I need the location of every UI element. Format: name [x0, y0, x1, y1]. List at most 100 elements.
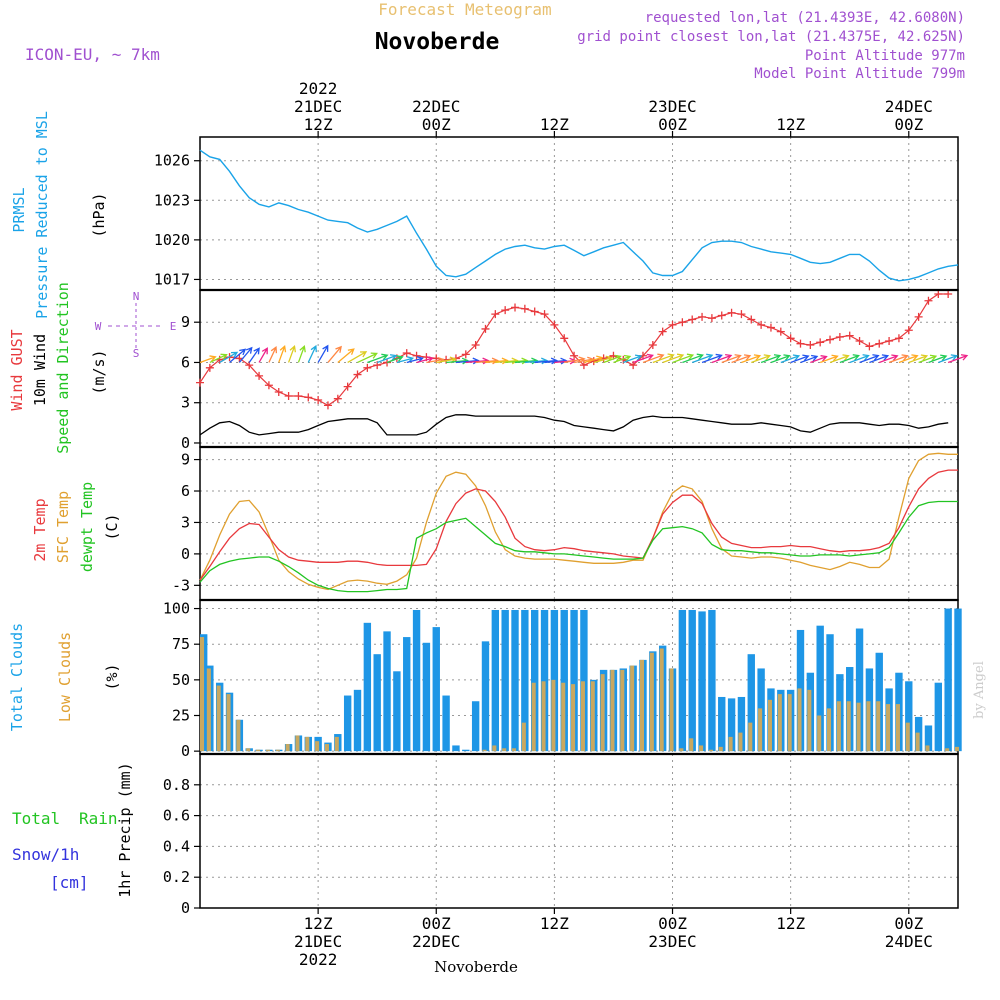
gust-point [885, 336, 894, 345]
gust-point [540, 310, 549, 319]
gust-point [934, 290, 943, 299]
gust-point [894, 334, 903, 343]
low-cloud-bar [295, 735, 300, 752]
low-cloud-bar [590, 681, 595, 752]
wind-arrow [297, 345, 306, 363]
low-cloud-bar [610, 669, 615, 752]
low-cloud-bar [482, 749, 487, 752]
wind-arrow [682, 353, 704, 364]
wind-arrow [376, 354, 398, 364]
gust-point [412, 351, 421, 360]
model-label: ICON-EU, ~ 7km [25, 45, 160, 64]
gust-point [806, 341, 815, 350]
p1-label-unit: (hPa) [90, 192, 108, 237]
total-cloud-bar [727, 698, 736, 752]
gust-point [727, 308, 736, 317]
gust-point [737, 310, 746, 319]
time-tick-label: 24DEC [885, 932, 933, 951]
time-tick-label: 00Z [658, 914, 687, 933]
wind-arrow [908, 354, 929, 364]
low-cloud-bar [876, 701, 881, 752]
wind-arrow [248, 347, 260, 363]
time-tick-label: 24DEC [885, 97, 933, 116]
y-tick-label: 0.2 [163, 868, 190, 886]
low-cloud-bar [216, 685, 221, 752]
total-cloud-bar [521, 609, 529, 752]
total-cloud-bar [432, 627, 440, 752]
watermark: by Angel [972, 661, 987, 719]
gust-point [570, 351, 579, 360]
gust-point [333, 394, 342, 403]
wind-arrow [623, 354, 643, 364]
gust-point [491, 310, 500, 319]
gust-point [520, 304, 529, 313]
time-tick-label: 12Z [304, 115, 333, 134]
gust-point [255, 371, 264, 380]
total-cloud-bar [944, 608, 952, 752]
p3-label-2m: 2m Temp [31, 498, 49, 561]
wind-arrow [701, 353, 723, 364]
requested-lonlat: requested lon,lat (21.4393E, 42.6080N) [645, 10, 965, 26]
y-tick-label: 1026 [154, 152, 190, 170]
wind-arrow [446, 357, 469, 365]
low-cloud-bar [236, 719, 241, 752]
low-cloud-bar [669, 668, 674, 752]
p4-label-low: Low Clouds [56, 632, 74, 722]
p4-label-total: Total Clouds [8, 623, 26, 731]
wind-arrow [613, 354, 632, 364]
low-cloud-bar [826, 708, 832, 752]
total-cloud-bar [718, 696, 726, 752]
total-cloud-bar [511, 609, 519, 752]
gust-point [511, 303, 520, 312]
gust-point [845, 331, 854, 340]
y-tick-label: 0.8 [163, 776, 190, 794]
y-tick-label: -3 [172, 576, 190, 594]
wind-arrow [485, 357, 509, 365]
low-cloud-bar [285, 744, 290, 752]
wind-arrow [672, 353, 695, 364]
total-cloud-bar [934, 682, 943, 752]
y-tick-label: 6 [181, 353, 190, 371]
y-tick-label: 0.6 [163, 807, 190, 825]
low-cloud-bar [718, 746, 723, 752]
wind-arrow [711, 353, 733, 364]
wind-arrow [465, 357, 490, 365]
low-cloud-bar [817, 715, 822, 752]
gust-point [776, 327, 785, 336]
wind-arrow [632, 353, 654, 364]
time-tick-label: 23DEC [648, 97, 696, 116]
wind-arrow [810, 355, 828, 364]
p2-label-gust: Wind GUST [8, 329, 26, 410]
gust-point [245, 361, 254, 370]
time-tick-label: 00Z [658, 115, 687, 134]
y-tick-label: 25 [172, 707, 190, 725]
gust-point [629, 361, 638, 370]
p1-label-pressure: Pressure Reduced to MSL [33, 111, 51, 319]
wind-arrow [859, 354, 880, 364]
total-cloud-bar [403, 637, 411, 752]
time-tick-label: 2022 [299, 79, 338, 98]
gust-point [678, 318, 687, 327]
gust-point [383, 358, 392, 367]
low-cloud-bar [521, 722, 526, 752]
low-cloud-bar [649, 652, 654, 752]
total-cloud-bar [383, 631, 391, 752]
time-tick-label: 2022 [299, 950, 338, 969]
gust-point [924, 296, 933, 305]
low-cloud-bar [797, 688, 802, 752]
p4-label-unit: (%) [103, 663, 121, 690]
wind-arrow [869, 354, 890, 364]
time-tick-label: 12Z [540, 115, 569, 134]
low-cloud-bar [600, 674, 605, 752]
gust-point [747, 315, 756, 324]
wind-arrow [534, 357, 558, 365]
wind-arrow [337, 348, 355, 363]
gust-point [707, 314, 716, 323]
p5-label-rain: Rain [79, 809, 118, 828]
total-cloud-bar [816, 625, 824, 752]
total-cloud-bar [442, 695, 450, 752]
time-tick-label: 00Z [422, 115, 451, 134]
gust-point [855, 336, 864, 345]
gust-point [343, 382, 352, 391]
